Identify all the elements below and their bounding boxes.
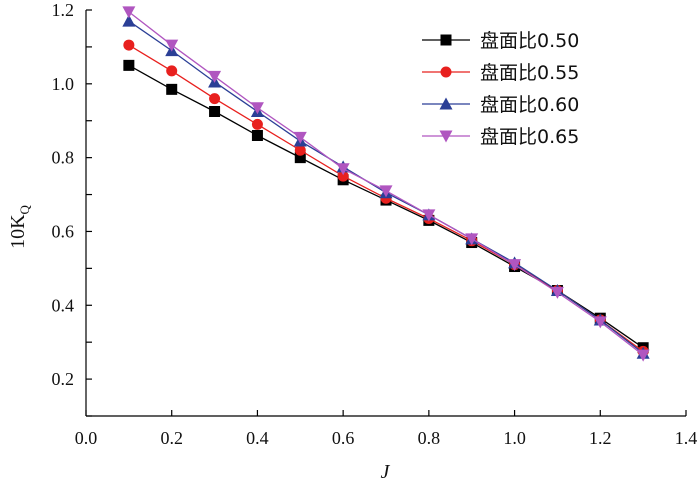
- legend-item: 盘面比0.55: [422, 62, 579, 84]
- y-tick-label: 0.2: [52, 369, 75, 389]
- legend-marker: [440, 34, 452, 46]
- data-point: [550, 286, 564, 299]
- data-point: [122, 14, 136, 27]
- data-point: [337, 170, 349, 182]
- legend-label: 盘面比0.50: [480, 30, 579, 52]
- y-tick-label: 1.0: [52, 74, 75, 94]
- series-layer: [122, 6, 650, 362]
- series-3: [122, 6, 650, 362]
- data-point: [251, 118, 263, 130]
- legend-item: 盘面比0.60: [422, 94, 579, 116]
- legend-item: 盘面比0.65: [422, 126, 579, 148]
- data-point: [166, 83, 178, 95]
- data-point: [166, 65, 178, 77]
- x-tick-label: 1.2: [589, 428, 612, 448]
- y-tick-label: 0.6: [52, 221, 75, 241]
- x-tick-label: 0.6: [332, 428, 355, 448]
- axes: [85, 10, 686, 417]
- y-tick-label: 0.8: [52, 148, 75, 168]
- legend: 盘面比0.50 盘面比0.55 盘面比0.60 盘面比0.65: [422, 30, 579, 148]
- y-axis-title: 10KQ: [7, 204, 32, 248]
- x-tick-label: 0.2: [160, 428, 183, 448]
- y-ticks: 0.2 0.4 0.6 0.8 1.0 1.2: [52, 0, 92, 417]
- legend-marker: [439, 130, 453, 143]
- data-point: [208, 70, 222, 83]
- data-point: [636, 349, 650, 362]
- x-ticks: 0.0 0.2 0.4 0.6 0.8 1.0 1.2 1.4: [75, 410, 698, 448]
- data-point: [508, 259, 522, 272]
- data-point: [209, 93, 221, 105]
- legend-label: 盘面比0.65: [480, 126, 579, 148]
- data-point: [123, 39, 135, 51]
- data-point: [379, 185, 393, 198]
- x-tick-label: 1.4: [675, 428, 698, 448]
- y-tick-label: 1.2: [52, 0, 75, 20]
- data-point: [593, 316, 607, 329]
- data-point: [165, 39, 179, 52]
- x-tick-label: 0.4: [246, 428, 269, 448]
- data-point: [250, 102, 264, 115]
- x-axis-title: J: [381, 461, 391, 483]
- y-tick-label: 0.4: [52, 295, 75, 315]
- x-tick-label: 1.0: [503, 428, 526, 448]
- data-point: [294, 144, 306, 156]
- data-point: [465, 233, 479, 246]
- x-tick-label: 0.8: [418, 428, 441, 448]
- legend-item: 盘面比0.50: [422, 30, 579, 52]
- data-point: [251, 129, 263, 141]
- data-point: [422, 209, 436, 222]
- legend-marker: [439, 97, 453, 110]
- data-point: [123, 59, 135, 71]
- data-point: [293, 131, 307, 144]
- legend-label: 盘面比0.55: [480, 62, 579, 84]
- data-point: [209, 106, 221, 117]
- data-point: [294, 152, 306, 164]
- data-point: [122, 6, 136, 19]
- data-point: [336, 163, 350, 176]
- x-tick-label: 0.0: [75, 428, 98, 448]
- legend-marker: [440, 66, 452, 78]
- legend-label: 盘面比0.60: [480, 94, 579, 116]
- series-1: [123, 39, 649, 357]
